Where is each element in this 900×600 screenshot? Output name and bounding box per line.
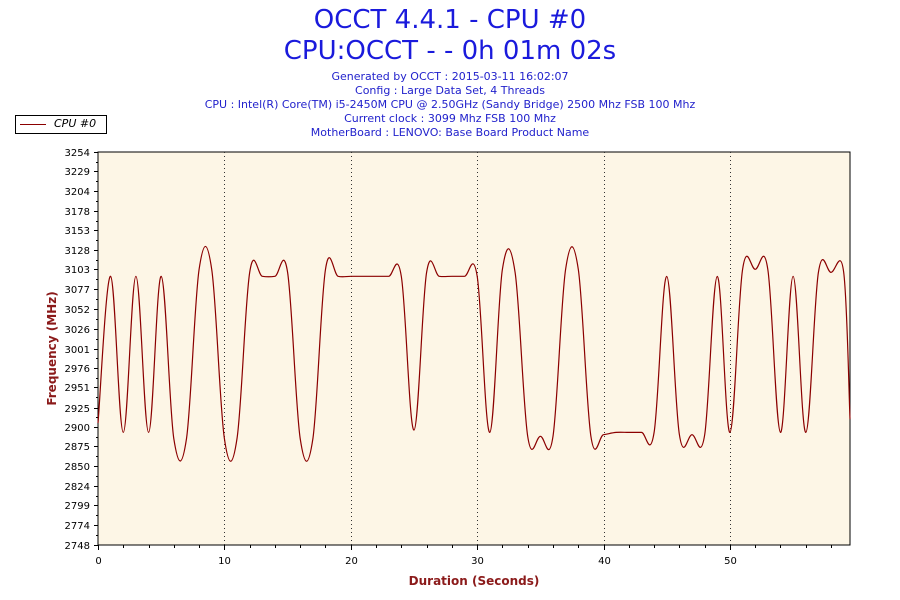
- y-tick-label: 2951: [65, 383, 90, 394]
- cpu-info: CPU : Intel(R) Core(TM) i5-2450M CPU @ 2…: [204, 98, 696, 111]
- y-tick-label: 2748: [65, 541, 90, 552]
- y-tick-label: 3153: [65, 226, 90, 237]
- x-tick-label: 50: [724, 556, 737, 567]
- series-line-cpu0: [97, 246, 851, 462]
- chart-subtitle: CPU:OCCT - - 0h 01m 02s: [283, 36, 617, 66]
- y-tick-label: 3077: [65, 285, 90, 296]
- legend-label: CPU #0: [54, 117, 97, 130]
- clock-info: Current clock : 3099 Mhz FSB 100 Mhz: [344, 112, 556, 125]
- generated-info: Generated by OCCT : 2015-03-11 16:02:07: [331, 70, 569, 83]
- chart-title: OCCT 4.4.1 - CPU #0: [313, 5, 587, 35]
- y-tick-label: 3103: [65, 265, 90, 276]
- y-tick-label: 2850: [65, 462, 90, 473]
- y-axis-label: Frequency (MHz): [45, 291, 59, 405]
- y-tick-label: 2824: [65, 482, 90, 493]
- x-tick-label: 0: [95, 556, 101, 567]
- y-tick-label: 2925: [65, 404, 90, 415]
- x-tick-label: 20: [345, 556, 358, 567]
- legend-line-swatch: [20, 124, 46, 125]
- y-tick-label: 3001: [65, 345, 90, 356]
- y-tick-label: 3178: [65, 207, 90, 218]
- y-tick-label: 2799: [65, 501, 90, 512]
- y-tick-label: 2875: [65, 442, 90, 453]
- x-axis-label: Duration (Seconds): [409, 574, 540, 588]
- config-info: Config : Large Data Set, 4 Threads: [355, 84, 545, 97]
- y-tick-label: 3204: [65, 187, 90, 198]
- x-tick-label: 10: [218, 556, 231, 567]
- motherboard-info: MotherBoard : LENOVO: Base Board Product…: [310, 126, 590, 139]
- y-tick-label: 3026: [65, 325, 90, 336]
- legend: CPU #0: [15, 115, 107, 134]
- plot-area: [97, 151, 851, 546]
- y-tick-label: 2976: [65, 364, 90, 375]
- x-tick-label: 30: [471, 556, 484, 567]
- y-tick-label: 3052: [65, 305, 90, 316]
- y-tick-label: 3128: [65, 246, 90, 257]
- y-tick-label: 3254: [65, 148, 90, 159]
- y-tick-label: 2774: [65, 521, 90, 532]
- y-tick-label: 2900: [65, 423, 90, 434]
- y-tick-label: 3229: [65, 167, 90, 178]
- x-tick-label: 40: [598, 556, 611, 567]
